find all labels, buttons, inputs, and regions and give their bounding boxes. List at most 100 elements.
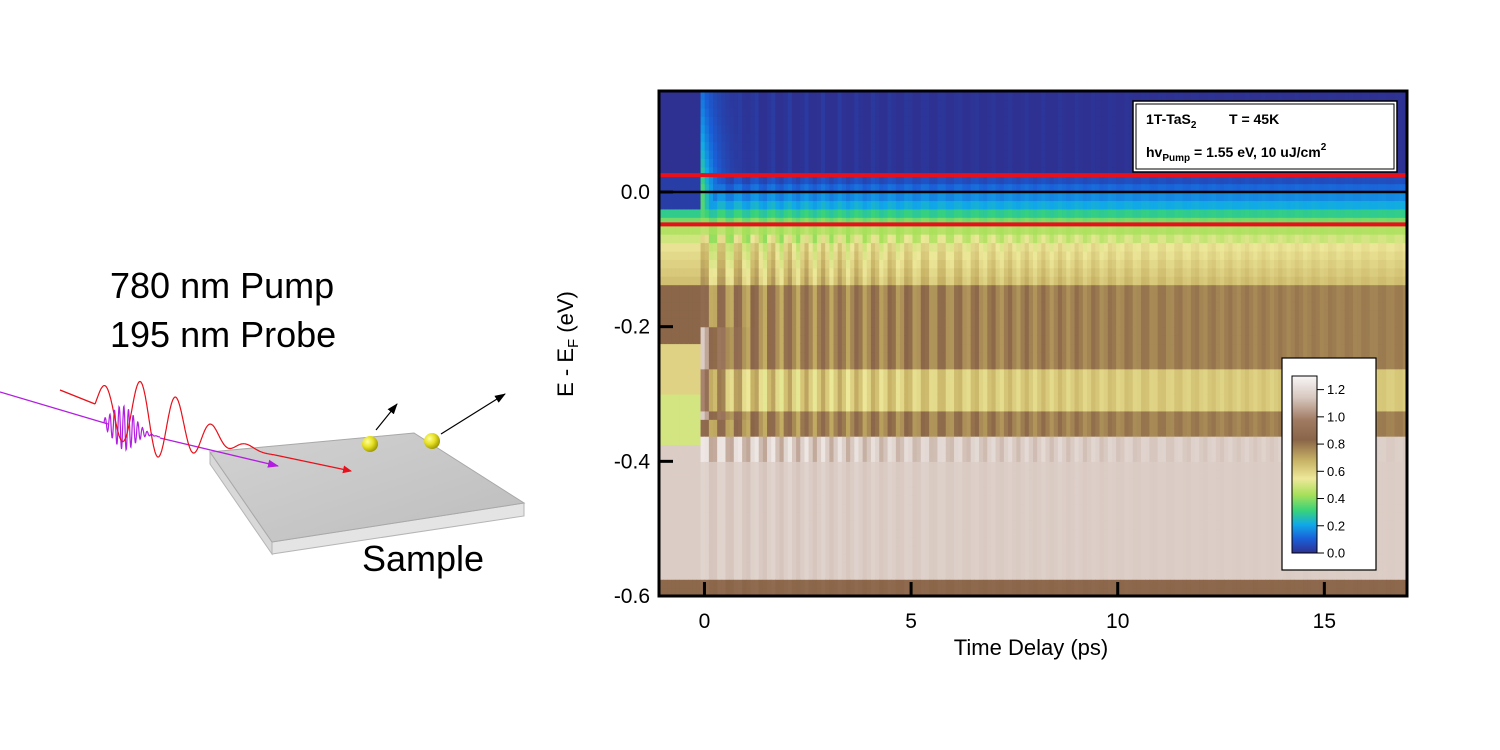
heatmap-cell (879, 116, 884, 126)
heatmap-cell (949, 570, 955, 580)
heatmap-cell (999, 343, 1005, 353)
heatmap-cell (945, 234, 951, 244)
heatmap-cell (912, 124, 918, 134)
heatmap-cell (696, 545, 702, 555)
heatmap-cell (659, 436, 664, 446)
heatmap-cell (870, 301, 876, 311)
heatmap-cell (767, 486, 772, 496)
heatmap-cell (675, 217, 681, 227)
heatmap-cell (679, 309, 685, 319)
heatmap-cell (833, 318, 839, 328)
heatmap-cell (866, 301, 872, 311)
heatmap-cell (742, 410, 747, 420)
heatmap-cell (895, 579, 901, 589)
heatmap-cell (875, 562, 880, 572)
heatmap-cell (883, 444, 889, 454)
heatmap-cell (846, 242, 851, 252)
heatmap-cell (929, 107, 934, 117)
heatmap-cell (812, 166, 818, 176)
heatmap-cell (754, 335, 760, 345)
heatmap-cell (816, 242, 822, 252)
heatmap-cell (895, 402, 901, 412)
heatmap-cell (995, 234, 1001, 244)
heatmap-cell (821, 570, 826, 580)
heatmap-cell (659, 250, 664, 260)
heatmap-cell (767, 419, 772, 429)
heatmap-cell (904, 360, 909, 370)
heatmap-cell (900, 276, 905, 286)
heatmap-cell (908, 402, 914, 412)
heatmap-cell (754, 511, 760, 521)
heatmap-cell (717, 158, 722, 168)
heatmap-cell (700, 579, 706, 589)
heatmap-cell (866, 166, 872, 176)
heatmap-cell (791, 259, 797, 269)
heatmap-cell (713, 587, 718, 596)
heatmap-cell (891, 511, 897, 521)
heatmap-cell (713, 436, 718, 446)
heatmap-cell (825, 192, 830, 202)
heatmap-cell (796, 385, 801, 395)
heatmap-cell (816, 579, 822, 589)
heatmap-cell (816, 553, 822, 563)
heatmap-cell (729, 107, 735, 117)
heatmap-cell (737, 528, 743, 538)
heatmap-cell (883, 478, 889, 488)
heatmap-cell (721, 267, 727, 277)
heatmap-cell (704, 133, 710, 143)
heatmap-cell (862, 301, 868, 311)
heatmap-cell (870, 579, 876, 589)
heatmap-cell (887, 208, 893, 218)
heatmap-cell (974, 133, 980, 143)
heatmap-cell (750, 368, 756, 378)
heatmap-cell (775, 553, 781, 563)
heatmap-cell (958, 385, 963, 395)
heatmap-cell (941, 276, 947, 286)
heatmap-cell (895, 343, 901, 353)
heatmap-cell (758, 301, 764, 311)
heatmap-cell (725, 562, 731, 572)
heatmap-cell (733, 478, 739, 488)
heatmap-cell (929, 158, 934, 168)
heatmap-cell (671, 410, 677, 420)
heatmap-cell (667, 133, 673, 143)
heatmap-cell (858, 385, 864, 395)
heatmap-cell (767, 91, 772, 101)
heatmap-cell (875, 410, 880, 420)
heatmap-cell (846, 444, 851, 454)
heatmap-cell (891, 267, 897, 277)
heatmap-cell (800, 284, 806, 294)
heatmap-cell (983, 276, 988, 286)
heatmap-cell (846, 528, 851, 538)
heatmap-cell (762, 183, 768, 193)
heatmap-cell (829, 570, 835, 580)
heatmap-cell (779, 528, 785, 538)
heatmap-cell (746, 469, 752, 479)
heatmap-cell (995, 293, 1001, 303)
heatmap-cell (663, 284, 668, 294)
heatmap-cell (825, 326, 830, 336)
heatmap-cell (659, 326, 664, 336)
heatmap-cell (692, 293, 697, 303)
heatmap-cell (787, 335, 793, 345)
heatmap-cell (667, 545, 673, 555)
heatmap-cell (1003, 562, 1009, 572)
heatmap-cell (920, 250, 926, 260)
heatmap-cell (929, 276, 934, 286)
heatmap-cell (846, 377, 851, 387)
heatmap-cell (970, 259, 976, 269)
heatmap-cell (775, 335, 781, 345)
heatmap-cell (704, 276, 710, 286)
heatmap-cell (812, 461, 818, 471)
heatmap-cell (725, 309, 731, 319)
heatmap-cell (733, 192, 739, 202)
heatmap-cell (808, 250, 814, 260)
heatmap-cell (875, 242, 880, 252)
heatmap-cell (825, 124, 830, 134)
heatmap-cell (725, 545, 731, 555)
photoelectron-icon (362, 403, 398, 452)
heatmap-cell (841, 326, 847, 336)
heatmap-cell (933, 553, 939, 563)
heatmap-cell (866, 495, 872, 505)
heatmap-cell (904, 444, 909, 454)
